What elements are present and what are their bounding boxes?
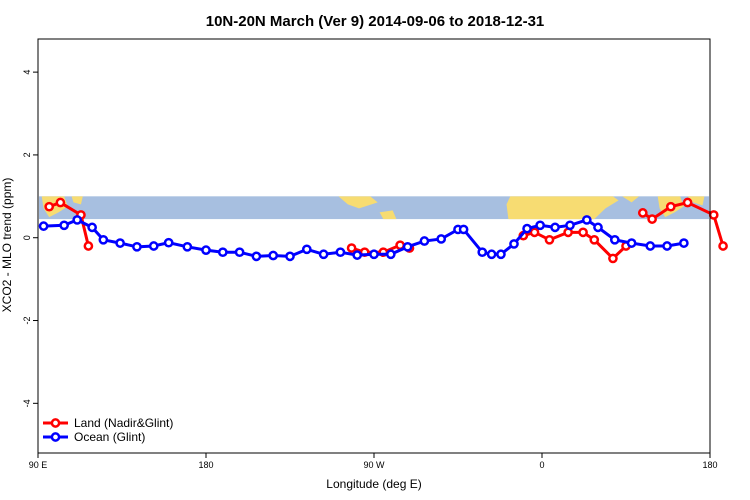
ocean-series-point	[522, 223, 532, 234]
land-series-point	[346, 243, 357, 253]
ocean-series-point	[285, 251, 295, 262]
ocean-series-point	[318, 249, 329, 260]
land-series-point	[682, 197, 693, 208]
land-patch	[622, 196, 640, 203]
legend: Land (Nadir&Glint)Ocean (Glint)	[43, 416, 173, 444]
land-series-point	[718, 241, 728, 251]
y-axis-label: XCO2 - MLO trend (ppm)	[0, 178, 14, 313]
x-tick-label: 90 E	[29, 460, 48, 470]
ocean-series-point	[509, 239, 519, 249]
ocean-series-point	[535, 220, 545, 231]
ocean-series-point	[458, 224, 469, 235]
ocean-series-point	[369, 249, 379, 260]
ocean-series-point	[201, 245, 211, 255]
land-series-point	[55, 197, 66, 208]
ocean-series-point	[662, 241, 672, 251]
ocean-series-point	[335, 247, 346, 258]
chart-title: 10N-20N March (Ver 9) 2014-09-06 to 2018…	[206, 13, 545, 30]
land-patch	[338, 196, 378, 209]
ocean-series-point	[217, 247, 228, 258]
ocean-series-point	[98, 234, 109, 245]
x-tick-label: 90 W	[363, 460, 385, 470]
ocean-series-point	[626, 238, 637, 248]
x-tick-label: 0	[539, 460, 544, 470]
ocean-series-point	[609, 234, 620, 245]
land-patch	[506, 196, 619, 220]
ocean-series-point	[163, 237, 174, 248]
x-tick-label: 180	[702, 460, 717, 470]
land-series-point	[529, 227, 540, 238]
y-tick-label: 2	[22, 152, 32, 157]
y-axis-ticks: -4 -2 0 2 4	[22, 70, 38, 407]
ocean-series-point	[436, 234, 447, 244]
ocean-series-point	[496, 249, 506, 260]
ocean-series-point	[419, 236, 430, 246]
land-series-point	[647, 214, 657, 224]
ocean-series-point	[581, 215, 592, 225]
legend-entry-label: Ocean (Glint)	[74, 430, 145, 444]
ocean-series-point	[486, 249, 497, 260]
ocean-series-point	[679, 238, 689, 248]
legend-swatch-marker	[50, 418, 61, 428]
legend-entry-label: Land (Nadir&Glint)	[74, 416, 173, 430]
land-patch	[687, 196, 705, 206]
y-tick-label: 4	[22, 70, 32, 75]
ocean-series-point	[132, 241, 142, 252]
plot-frame	[37, 38, 711, 454]
ocean-series-point	[301, 244, 312, 255]
land-series-point	[83, 241, 94, 251]
ocean-series-point	[115, 238, 125, 248]
ocean-series-point	[593, 222, 603, 233]
ocean-series-point	[251, 251, 262, 262]
land-series-point	[708, 210, 719, 220]
ocean-series-point	[385, 249, 396, 260]
ocean-series-point	[182, 241, 193, 252]
ocean-series-point	[352, 250, 363, 260]
ocean-series-point	[268, 250, 279, 261]
ocean-series-point	[402, 241, 413, 252]
land-patch	[379, 210, 397, 220]
land-series-point	[589, 234, 600, 245]
ocean-series-point	[477, 247, 488, 258]
ocean-series-point	[550, 222, 560, 233]
ocean-series-point	[87, 222, 97, 233]
y-tick-label: -2	[22, 317, 32, 325]
land-series-point	[665, 201, 676, 212]
series-layer	[38, 197, 728, 264]
land-series-point	[578, 227, 588, 238]
ocean-series-point	[234, 247, 245, 258]
land-series-point	[608, 253, 618, 264]
ocean-series-point	[59, 220, 69, 231]
ocean-series-point	[38, 221, 49, 231]
legend-swatch-marker	[50, 432, 61, 442]
x-tick-label: 180	[198, 460, 213, 470]
land-series-point	[44, 201, 55, 212]
land-ocean-mask	[39, 196, 709, 220]
ocean-series-point	[565, 220, 575, 231]
y-tick-label: -4	[22, 399, 32, 407]
land-series-point	[544, 234, 555, 245]
land-series-point	[637, 208, 648, 218]
ocean-series-point	[72, 215, 83, 225]
x-axis-ticks: 90 E 180 90 W 0 180	[29, 453, 718, 470]
ocean-series-point	[148, 241, 159, 251]
ocean-series-point	[645, 241, 656, 251]
x-axis-label: Longitude (deg E)	[326, 477, 421, 491]
y-tick-label: 0	[22, 235, 32, 240]
land-series-line	[48, 200, 90, 247]
land-patch	[71, 196, 83, 205]
